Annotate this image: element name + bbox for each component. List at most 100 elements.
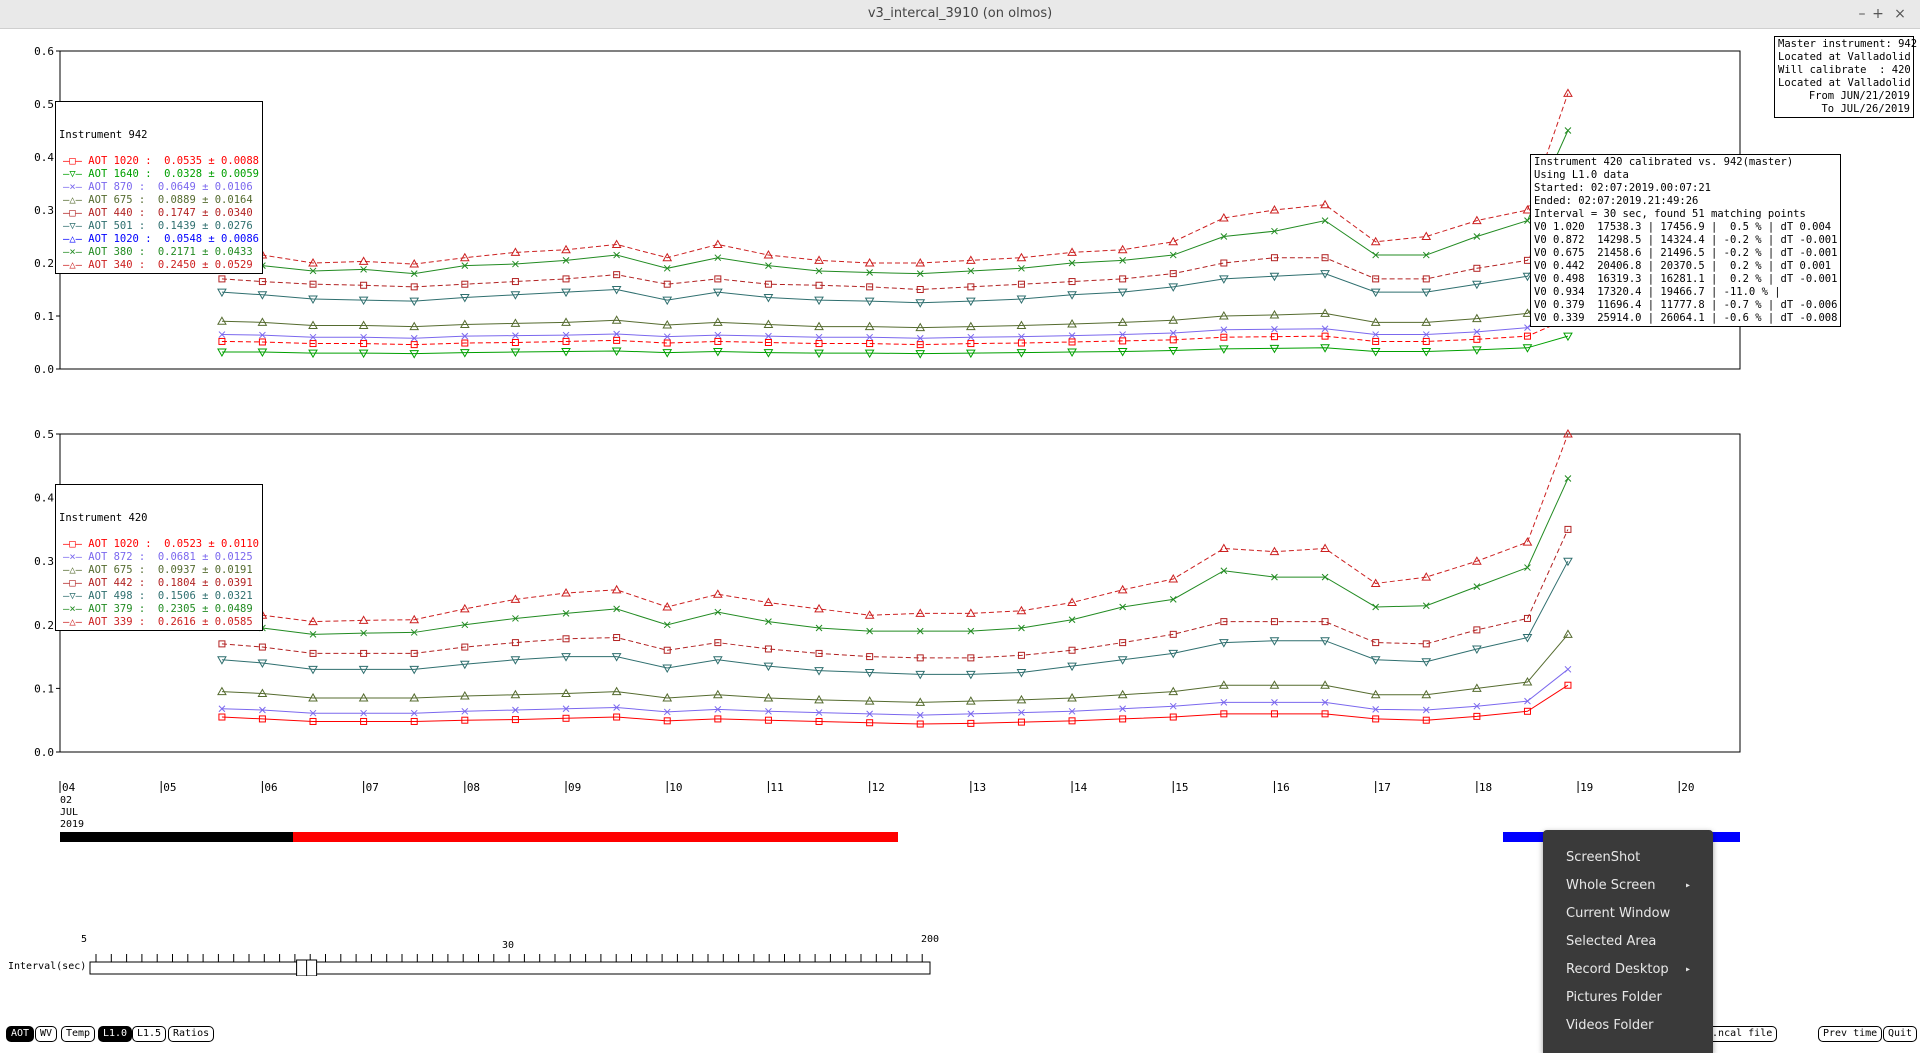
- bottom-data-point: [257, 688, 268, 697]
- calibration-info-line: V0 0.379 11696.4 | 11777.8 | -0.7 % | dT…: [1534, 299, 1838, 311]
- top-data-point: [1473, 264, 1481, 272]
- top-data-point: [512, 260, 519, 268]
- top-series-line: [221, 335, 1569, 355]
- top-data-point: [611, 239, 622, 248]
- submenu-arrow-icon: ▸: [1684, 880, 1691, 891]
- bottom-data-point: [409, 665, 420, 675]
- temp-button[interactable]: Temp: [61, 1026, 96, 1042]
- prev-time-button[interactable]: Prev time: [1818, 1026, 1883, 1042]
- calibration-info-line: Using L1.0 data: [1534, 169, 1629, 181]
- top-data-point: [1522, 272, 1533, 282]
- bottom-data-point: [1563, 629, 1573, 638]
- plot-canvas[interactable]: 0.6 0.5 0.4 0.3 0.2 0.1 0.0 0.5 0.4 0.3 0.2 0.1 0.0 0…: [0, 29, 1920, 1029]
- top-data-point: [1372, 331, 1380, 338]
- date-label: 2019: [60, 819, 84, 830]
- wv-button[interactable]: WV: [35, 1026, 58, 1042]
- bottom-data-point: [1117, 584, 1128, 594]
- top-legend-entry: —□— AOT 1020 : 0.0535 ± 0.0088: [59, 155, 259, 168]
- bottom-series-line: [221, 684, 1569, 725]
- save-cal-file-button[interactable]: ...ncal file: [1695, 1026, 1778, 1042]
- bottom-data-point: [1320, 543, 1330, 552]
- bottom-legend-entry: —×— AOT 872 : 0.0681 ± 0.0125: [59, 551, 259, 564]
- menu-item-current-window[interactable]: Current Window: [1566, 906, 1671, 921]
- ratios-button[interactable]: Ratios: [168, 1026, 215, 1042]
- time-tick-label: 14: [1074, 781, 1088, 794]
- bottom-series-line: [221, 478, 1569, 635]
- top-data-point: [358, 349, 369, 359]
- minimize-icon[interactable]: –: [1858, 6, 1866, 22]
- bottom-data-point: [217, 686, 227, 696]
- bottom-data-point: [1370, 689, 1381, 699]
- top-data-point: [409, 350, 420, 359]
- top-data-point: [461, 332, 469, 340]
- bottom-data-point: [410, 649, 418, 657]
- top-data-point: [764, 339, 772, 346]
- top-ytick-label: 0.0: [34, 363, 54, 376]
- bottom-data-point: [662, 664, 673, 674]
- calibration-info-box: Instrument 420 calibrated vs. 942(master…: [1530, 154, 1842, 327]
- top-data-point: [1117, 288, 1128, 298]
- bottom-data-point: [562, 609, 570, 617]
- bottom-data-point: [1016, 694, 1027, 704]
- menu-item-screenshot[interactable]: ScreenShot: [1566, 850, 1641, 865]
- l15-button[interactable]: L1.5: [132, 1026, 167, 1042]
- bottom-data-point: [1524, 564, 1531, 571]
- bottom-data-point: [1372, 603, 1380, 611]
- top-data-point: [510, 291, 521, 300]
- menu-item-whole-screen[interactable]: Whole Screen: [1566, 878, 1656, 893]
- quit-button[interactable]: Quit: [1883, 1026, 1918, 1042]
- bottom-data-point: [1068, 616, 1076, 624]
- bottom-data-point: [967, 627, 975, 635]
- top-data-point: [1016, 320, 1027, 330]
- bottom-data-point: [562, 705, 570, 713]
- top-ytick-label: 0.4: [34, 151, 54, 164]
- calibration-info-line: Started: 02:07:2019.00:07:21: [1534, 182, 1712, 194]
- top-data-point: [360, 340, 368, 348]
- top-data-point: [409, 297, 420, 307]
- bottom-data-point: [1320, 680, 1330, 689]
- top-data-point: [814, 255, 824, 264]
- top-data-point: [965, 321, 976, 331]
- top-data-point: [1522, 204, 1533, 214]
- bottom-data-point: [765, 707, 772, 715]
- top-series-line: [221, 130, 1569, 275]
- menu-item-pictures-folder[interactable]: Pictures Folder: [1566, 990, 1662, 1005]
- bottom-data-point: [511, 716, 519, 724]
- bottom-data-point: [916, 654, 924, 662]
- bottom-data-point: [1220, 710, 1228, 718]
- top-legend-label: AOT 380 :: [88, 246, 158, 258]
- bottom-data-point: [1269, 637, 1280, 646]
- top-data-point: [561, 317, 571, 326]
- top-data-point: [1117, 348, 1128, 357]
- top-data-point: [1372, 275, 1380, 283]
- bottom-data-point: [916, 711, 924, 719]
- top-data-point: [1218, 212, 1229, 222]
- top-data-point: [916, 270, 924, 277]
- top-data-point: [358, 256, 369, 265]
- bottom-data-point: [1564, 665, 1572, 673]
- interval-slider[interactable]: [88, 950, 934, 976]
- top-data-point: [1269, 309, 1280, 319]
- top-data-point: [864, 321, 875, 331]
- top-legend-entry: —×— AOT 870 : 0.0649 ± 0.0106: [59, 181, 259, 194]
- aot-button[interactable]: AOT: [6, 1026, 35, 1042]
- menu-item-selected-area[interactable]: Selected Area: [1566, 934, 1657, 949]
- maximize-icon[interactable]: +: [1872, 6, 1884, 22]
- time-bar-red: [293, 832, 898, 842]
- menu-item-videos-folder[interactable]: Videos Folder: [1566, 1018, 1654, 1033]
- menu-item-record-desktop[interactable]: Record Desktop: [1566, 962, 1669, 977]
- top-data-point: [1472, 313, 1482, 323]
- close-icon[interactable]: ×: [1894, 6, 1906, 22]
- top-data-point: [1269, 272, 1280, 282]
- top-data-point: [409, 259, 420, 268]
- top-data-point: [410, 283, 418, 291]
- bottom-data-point: [1473, 712, 1481, 720]
- top-data-point: [1472, 280, 1482, 290]
- l10-button[interactable]: L1.0: [98, 1026, 133, 1042]
- top-data-point: [967, 267, 975, 275]
- top-data-point: [613, 271, 621, 279]
- master-info-line: Master instrument: 942: [1778, 38, 1918, 50]
- top-data-point: [257, 317, 268, 326]
- bottom-data-point: [712, 656, 723, 665]
- slider-tick-max: 200: [921, 934, 940, 945]
